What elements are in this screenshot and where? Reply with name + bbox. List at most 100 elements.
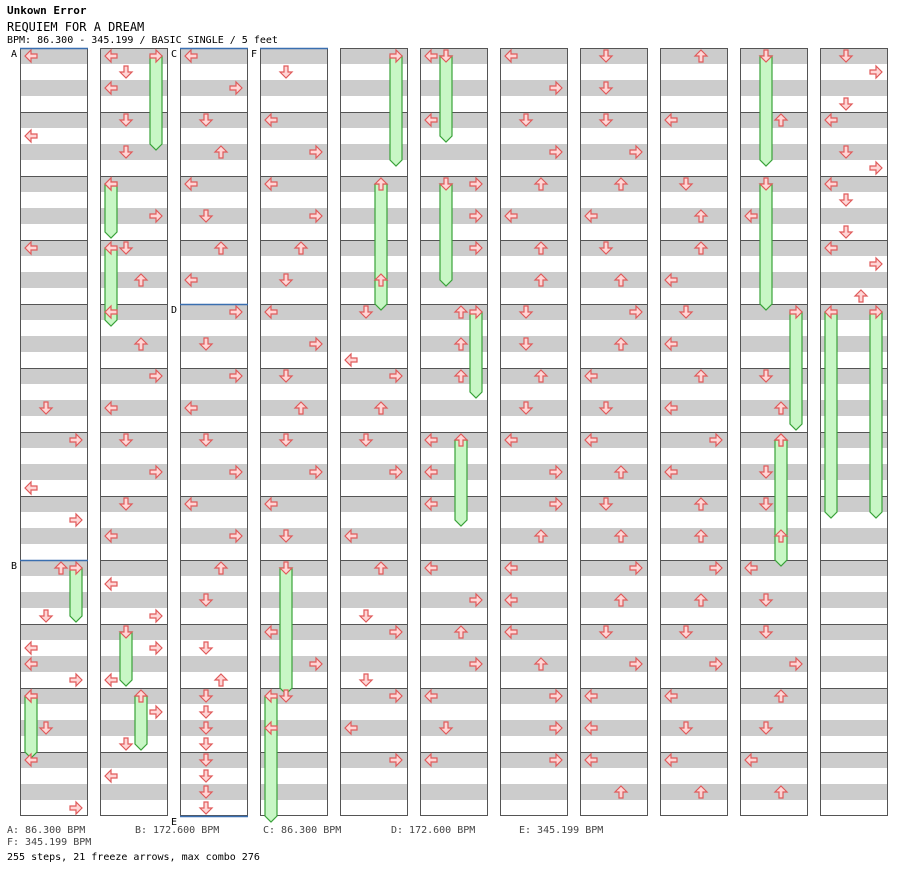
step-arrow-icon bbox=[424, 48, 438, 64]
beat-stripe bbox=[20, 624, 88, 640]
beat-stripe bbox=[660, 304, 728, 320]
step-arrow-icon bbox=[838, 145, 854, 159]
beat-stripe bbox=[420, 272, 488, 288]
step-arrow-icon bbox=[838, 225, 854, 239]
beat-stripe bbox=[20, 208, 88, 224]
beat-stripe bbox=[100, 528, 168, 544]
freeze-arrow bbox=[24, 695, 38, 759]
column-border bbox=[580, 48, 648, 816]
beat-stripe bbox=[340, 368, 408, 384]
step-arrow-icon bbox=[69, 432, 83, 448]
beat-stripe bbox=[580, 784, 648, 800]
beat-stripe bbox=[820, 528, 888, 544]
beat-stripe bbox=[180, 560, 248, 576]
beat-stripe bbox=[260, 560, 328, 576]
step-arrow-icon bbox=[293, 401, 309, 415]
beat-stripe bbox=[500, 400, 568, 416]
step-arrow-icon bbox=[773, 785, 789, 799]
beat-stripe bbox=[820, 272, 888, 288]
step-arrow-icon bbox=[104, 48, 118, 64]
step-arrow-icon bbox=[549, 752, 563, 768]
step-arrow-icon bbox=[678, 177, 694, 191]
step-arrow-icon bbox=[38, 609, 54, 623]
step-arrow-icon bbox=[358, 305, 374, 319]
beat-stripe bbox=[100, 144, 168, 160]
beat-stripe bbox=[100, 496, 168, 512]
beat-stripe bbox=[740, 144, 808, 160]
step-arrow-icon bbox=[453, 337, 469, 351]
column-border bbox=[420, 48, 488, 816]
step-arrow-icon bbox=[549, 688, 563, 704]
freeze-arrow bbox=[824, 311, 838, 519]
step-arrow-icon bbox=[389, 624, 403, 640]
beat-stripe bbox=[820, 208, 888, 224]
beat-stripe bbox=[660, 464, 728, 480]
beat-stripe bbox=[180, 368, 248, 384]
step-arrow-icon bbox=[344, 720, 358, 736]
freeze-arrow bbox=[439, 183, 453, 287]
step-arrow-icon bbox=[504, 208, 518, 224]
step-arrow-icon bbox=[198, 641, 214, 655]
step-arrow-icon bbox=[184, 272, 198, 288]
step-arrow-icon bbox=[24, 656, 38, 672]
column-border bbox=[660, 48, 728, 816]
step-arrow-icon bbox=[824, 240, 838, 256]
beat-stripe bbox=[20, 112, 88, 128]
beat-stripe bbox=[820, 656, 888, 672]
step-arrow-icon bbox=[613, 785, 629, 799]
step-arrow-icon bbox=[629, 560, 643, 576]
beat-stripe bbox=[500, 624, 568, 640]
step-arrow-icon bbox=[24, 688, 38, 704]
step-arrow-icon bbox=[533, 369, 549, 383]
beat-stripe bbox=[340, 784, 408, 800]
beat-stripe bbox=[180, 208, 248, 224]
step-arrow-icon bbox=[678, 625, 694, 639]
step-arrow-icon bbox=[664, 112, 678, 128]
bpm-change-label: C bbox=[171, 49, 177, 60]
step-arrow-icon bbox=[149, 704, 163, 720]
freeze-arrow bbox=[774, 439, 788, 567]
step-arrow-icon bbox=[518, 113, 534, 127]
legend-bpm-d: D: 172.600 BPM bbox=[391, 825, 476, 836]
legend-bpm-a: A: 86.300 BPM bbox=[7, 825, 86, 836]
step-arrow-icon bbox=[504, 48, 518, 64]
beat-stripe bbox=[580, 80, 648, 96]
step-arrow-icon bbox=[309, 336, 323, 352]
beat-stripe bbox=[260, 112, 328, 128]
freeze-arrow bbox=[134, 695, 148, 751]
step-arrow-icon bbox=[264, 688, 278, 704]
beat-stripe bbox=[340, 528, 408, 544]
beat-stripe bbox=[420, 208, 488, 224]
step-arrow-icon bbox=[869, 304, 883, 320]
step-arrow-icon bbox=[24, 240, 38, 256]
beat-stripe bbox=[740, 752, 808, 768]
beat-stripe bbox=[100, 752, 168, 768]
step-arrow-icon bbox=[198, 433, 214, 447]
step-arrow-icon bbox=[664, 400, 678, 416]
beat-stripe bbox=[340, 656, 408, 672]
step-arrow-icon bbox=[198, 769, 214, 783]
beat-stripe bbox=[340, 464, 408, 480]
beat-stripe bbox=[500, 80, 568, 96]
step-arrow-icon bbox=[118, 65, 134, 79]
step-arrow-icon bbox=[373, 273, 389, 287]
step-arrow-icon bbox=[344, 528, 358, 544]
beat-stripe bbox=[420, 496, 488, 512]
step-arrow-icon bbox=[104, 176, 118, 192]
legend-bpm-c: C: 86.300 BPM bbox=[263, 825, 342, 836]
beat-stripe bbox=[20, 400, 88, 416]
step-arrow-icon bbox=[229, 528, 243, 544]
chart-column bbox=[340, 48, 408, 816]
beat-stripe bbox=[500, 208, 568, 224]
beat-stripe bbox=[740, 624, 808, 640]
beat-stripe bbox=[740, 688, 808, 704]
beat-stripe bbox=[20, 272, 88, 288]
step-arrow-icon bbox=[198, 705, 214, 719]
step-arrow-icon bbox=[118, 737, 134, 751]
step-arrow-icon bbox=[549, 144, 563, 160]
beat-stripe bbox=[740, 656, 808, 672]
beat-stripe bbox=[740, 48, 808, 64]
step-arrow-icon bbox=[278, 561, 294, 575]
step-arrow-icon bbox=[453, 433, 469, 447]
chart-column bbox=[660, 48, 728, 816]
